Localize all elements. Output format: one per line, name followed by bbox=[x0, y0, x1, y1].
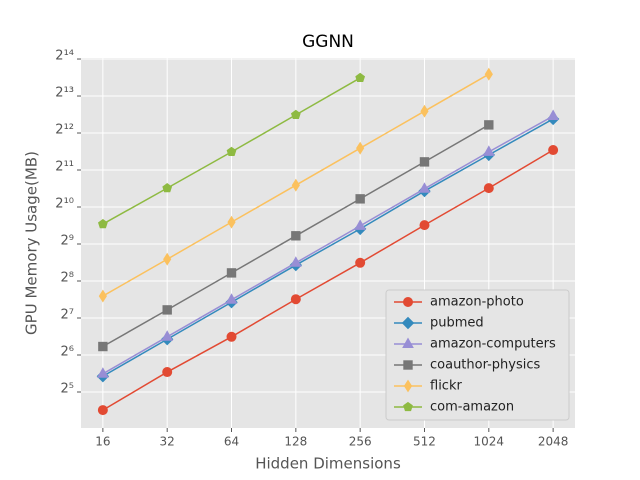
y-tick-label: 2¹¹ bbox=[55, 160, 74, 175]
legend-label: amazon-computers bbox=[430, 337, 556, 352]
legend-label: flickr bbox=[430, 379, 462, 394]
marker bbox=[98, 341, 108, 352]
marker bbox=[418, 182, 431, 193]
marker bbox=[355, 194, 365, 204]
marker bbox=[226, 146, 237, 157]
marker bbox=[355, 257, 366, 268]
marker bbox=[403, 379, 413, 393]
legend-label: coauthor-physics bbox=[430, 358, 541, 373]
marker bbox=[163, 252, 172, 266]
marker bbox=[226, 268, 237, 278]
y-tick-label: 2⁸ bbox=[61, 271, 74, 286]
legend-box bbox=[385, 289, 570, 421]
marker bbox=[356, 141, 365, 155]
legend-label: com-amazon bbox=[430, 400, 514, 415]
marker bbox=[226, 331, 237, 342]
marker bbox=[403, 401, 413, 412]
marker bbox=[402, 337, 414, 348]
marker bbox=[482, 145, 495, 156]
marker bbox=[291, 178, 300, 192]
marker bbox=[161, 330, 174, 341]
marker bbox=[403, 297, 413, 307]
y-tick-label: 2¹³ bbox=[55, 86, 74, 101]
y-axis-label: GPU Memory Usage(MB) bbox=[23, 151, 41, 335]
marker bbox=[225, 293, 238, 304]
series-line bbox=[102, 115, 554, 375]
marker bbox=[97, 405, 108, 416]
marker bbox=[289, 256, 302, 267]
y-tick-label: 2⁹ bbox=[61, 234, 74, 249]
y-tick-label: 2¹⁴ bbox=[55, 49, 74, 64]
marker bbox=[420, 104, 429, 118]
y-tick-label: 2⁵ bbox=[61, 381, 74, 396]
marker bbox=[354, 219, 367, 230]
marker bbox=[97, 367, 109, 378]
marker bbox=[419, 157, 430, 167]
series-line bbox=[102, 149, 554, 411]
marker bbox=[484, 67, 493, 81]
marker bbox=[162, 183, 173, 193]
marker bbox=[355, 72, 366, 83]
y-tick-label: 2⁷ bbox=[61, 307, 74, 322]
x-axis-label: Hidden Dimensions bbox=[255, 455, 401, 473]
x-tick-label: 128 bbox=[284, 435, 307, 449]
x-tick-label: 32 bbox=[160, 435, 175, 449]
marker bbox=[401, 316, 415, 330]
marker bbox=[419, 220, 430, 231]
x-tick-label: 64 bbox=[224, 435, 239, 449]
chart-title: GGNN bbox=[302, 32, 354, 52]
x-tick-label: 2048 bbox=[538, 435, 569, 449]
y-tick-label: 2¹² bbox=[55, 123, 74, 138]
marker bbox=[98, 289, 107, 303]
marker bbox=[98, 218, 108, 229]
marker bbox=[548, 145, 559, 156]
x-tick-label: 1024 bbox=[474, 435, 505, 449]
y-tick-label: 2⁶ bbox=[61, 344, 74, 359]
series-line bbox=[102, 118, 554, 377]
marker bbox=[403, 360, 413, 370]
marker bbox=[162, 305, 172, 315]
legend-label: pubmed bbox=[430, 316, 484, 331]
x-tick-label: 512 bbox=[413, 435, 436, 449]
marker bbox=[162, 367, 173, 378]
legend-label: amazon-photo bbox=[430, 295, 524, 310]
x-tick-label: 16 bbox=[95, 435, 110, 449]
marker bbox=[483, 183, 494, 194]
marker bbox=[290, 109, 301, 120]
y-tick-label: 2¹⁰ bbox=[55, 197, 74, 212]
marker bbox=[484, 120, 494, 130]
marker bbox=[291, 231, 301, 241]
marker bbox=[227, 215, 236, 229]
x-tick-label: 256 bbox=[349, 435, 372, 449]
marker bbox=[547, 109, 559, 121]
marker bbox=[290, 294, 301, 305]
